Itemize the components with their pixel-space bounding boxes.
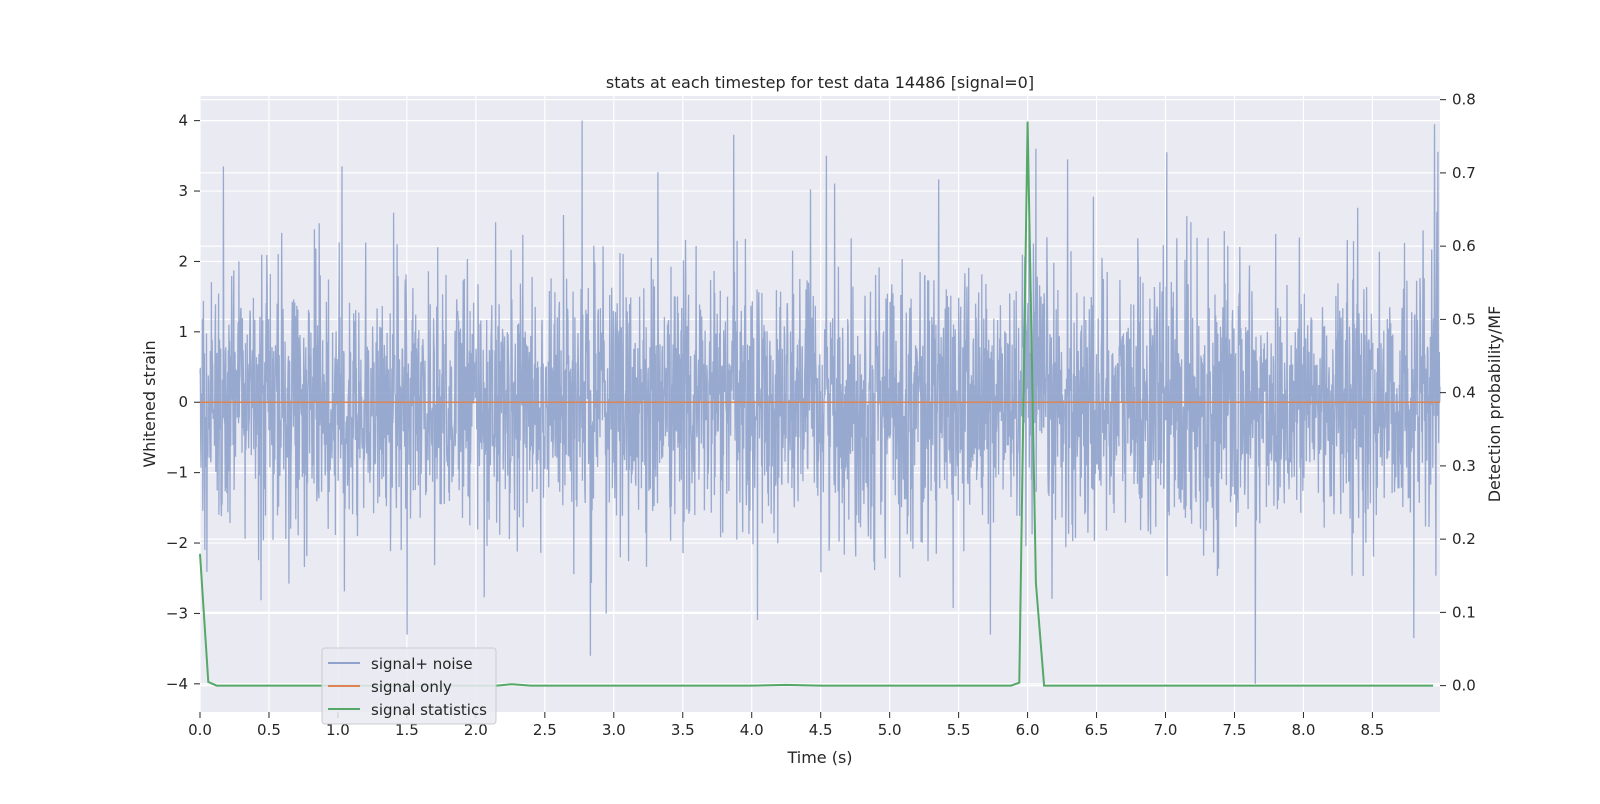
legend-label-signal-noise: signal+ noise [371,655,473,673]
x-tick-label: 4.5 [809,721,833,739]
x-tick-label: 8.5 [1360,721,1384,739]
y-right-tick-label: 0.5 [1452,310,1476,328]
x-tick-label: 1.5 [395,721,419,739]
y-axis-right-ticks: 0.8 0.7 0.6 0.5 0.4 0.3 0.2 0.1 0.0 [1440,91,1476,695]
x-tick-label: 2.5 [533,721,557,739]
x-tick-label: 0.5 [257,721,281,739]
y-right-tick-label: 0.1 [1452,603,1476,621]
y-right-tick-label: 0.3 [1452,457,1476,475]
y-right-tick-label: 0.6 [1452,237,1476,255]
x-axis-label: Time (s) [786,748,852,767]
signal-noise-line [199,120,1441,684]
y-tick-label: −3 [166,604,188,622]
y-axis-ticks: 4 3 2 1 0 −1 −2 −3 −4 [166,112,200,693]
y-right-tick-label: 0.4 [1452,384,1476,402]
x-tick-label: 5.0 [878,721,902,739]
legend: signal+ noise signal only signal statist… [321,647,497,725]
x-tick-label: 3.5 [671,721,695,739]
chart-title: stats at each timestep for test data 144… [606,73,1034,92]
y-tick-label: −2 [166,534,188,552]
x-tick-label: 1.0 [326,721,350,739]
legend-box [321,647,497,725]
x-tick-label: 0.0 [188,721,212,739]
legend-label-signal-only: signal only [371,678,452,696]
x-tick-label: 6.5 [1085,721,1109,739]
x-tick-label: 3.0 [602,721,626,739]
y-axis-right-label: Detection probability/MF [1485,306,1504,503]
y-tick-label: 2 [178,252,188,270]
x-tick-label: 4.0 [740,721,764,739]
y-right-tick-label: 0.8 [1452,91,1476,109]
legend-label-signal-statistics: signal statistics [371,701,487,719]
y-right-tick-label: 0.2 [1452,530,1476,548]
y-tick-label: 4 [178,112,188,130]
y-tick-label: 3 [178,182,188,200]
signal-noise-series [199,120,1441,684]
y-tick-label: −1 [166,464,188,482]
x-axis-ticks: 0.0 0.5 1.0 1.5 2.0 2.5 3.0 3.5 4.0 4.5 5.0 5.5 6.0 6… [188,712,1384,739]
x-tick-label: 7.5 [1223,721,1247,739]
x-tick-label: 7.0 [1154,721,1178,739]
y-tick-label: −4 [166,675,188,693]
x-tick-label: 8.0 [1292,721,1316,739]
x-tick-label: 2.0 [464,721,488,739]
y-tick-label: 0 [178,393,188,411]
y-right-tick-label: 0.0 [1452,677,1476,695]
x-tick-label: 5.5 [947,721,971,739]
y-right-tick-label: 0.7 [1452,164,1476,182]
x-tick-label: 6.0 [1016,721,1040,739]
y-axis-label: Whitened strain [140,340,159,467]
y-tick-label: 1 [178,323,188,341]
